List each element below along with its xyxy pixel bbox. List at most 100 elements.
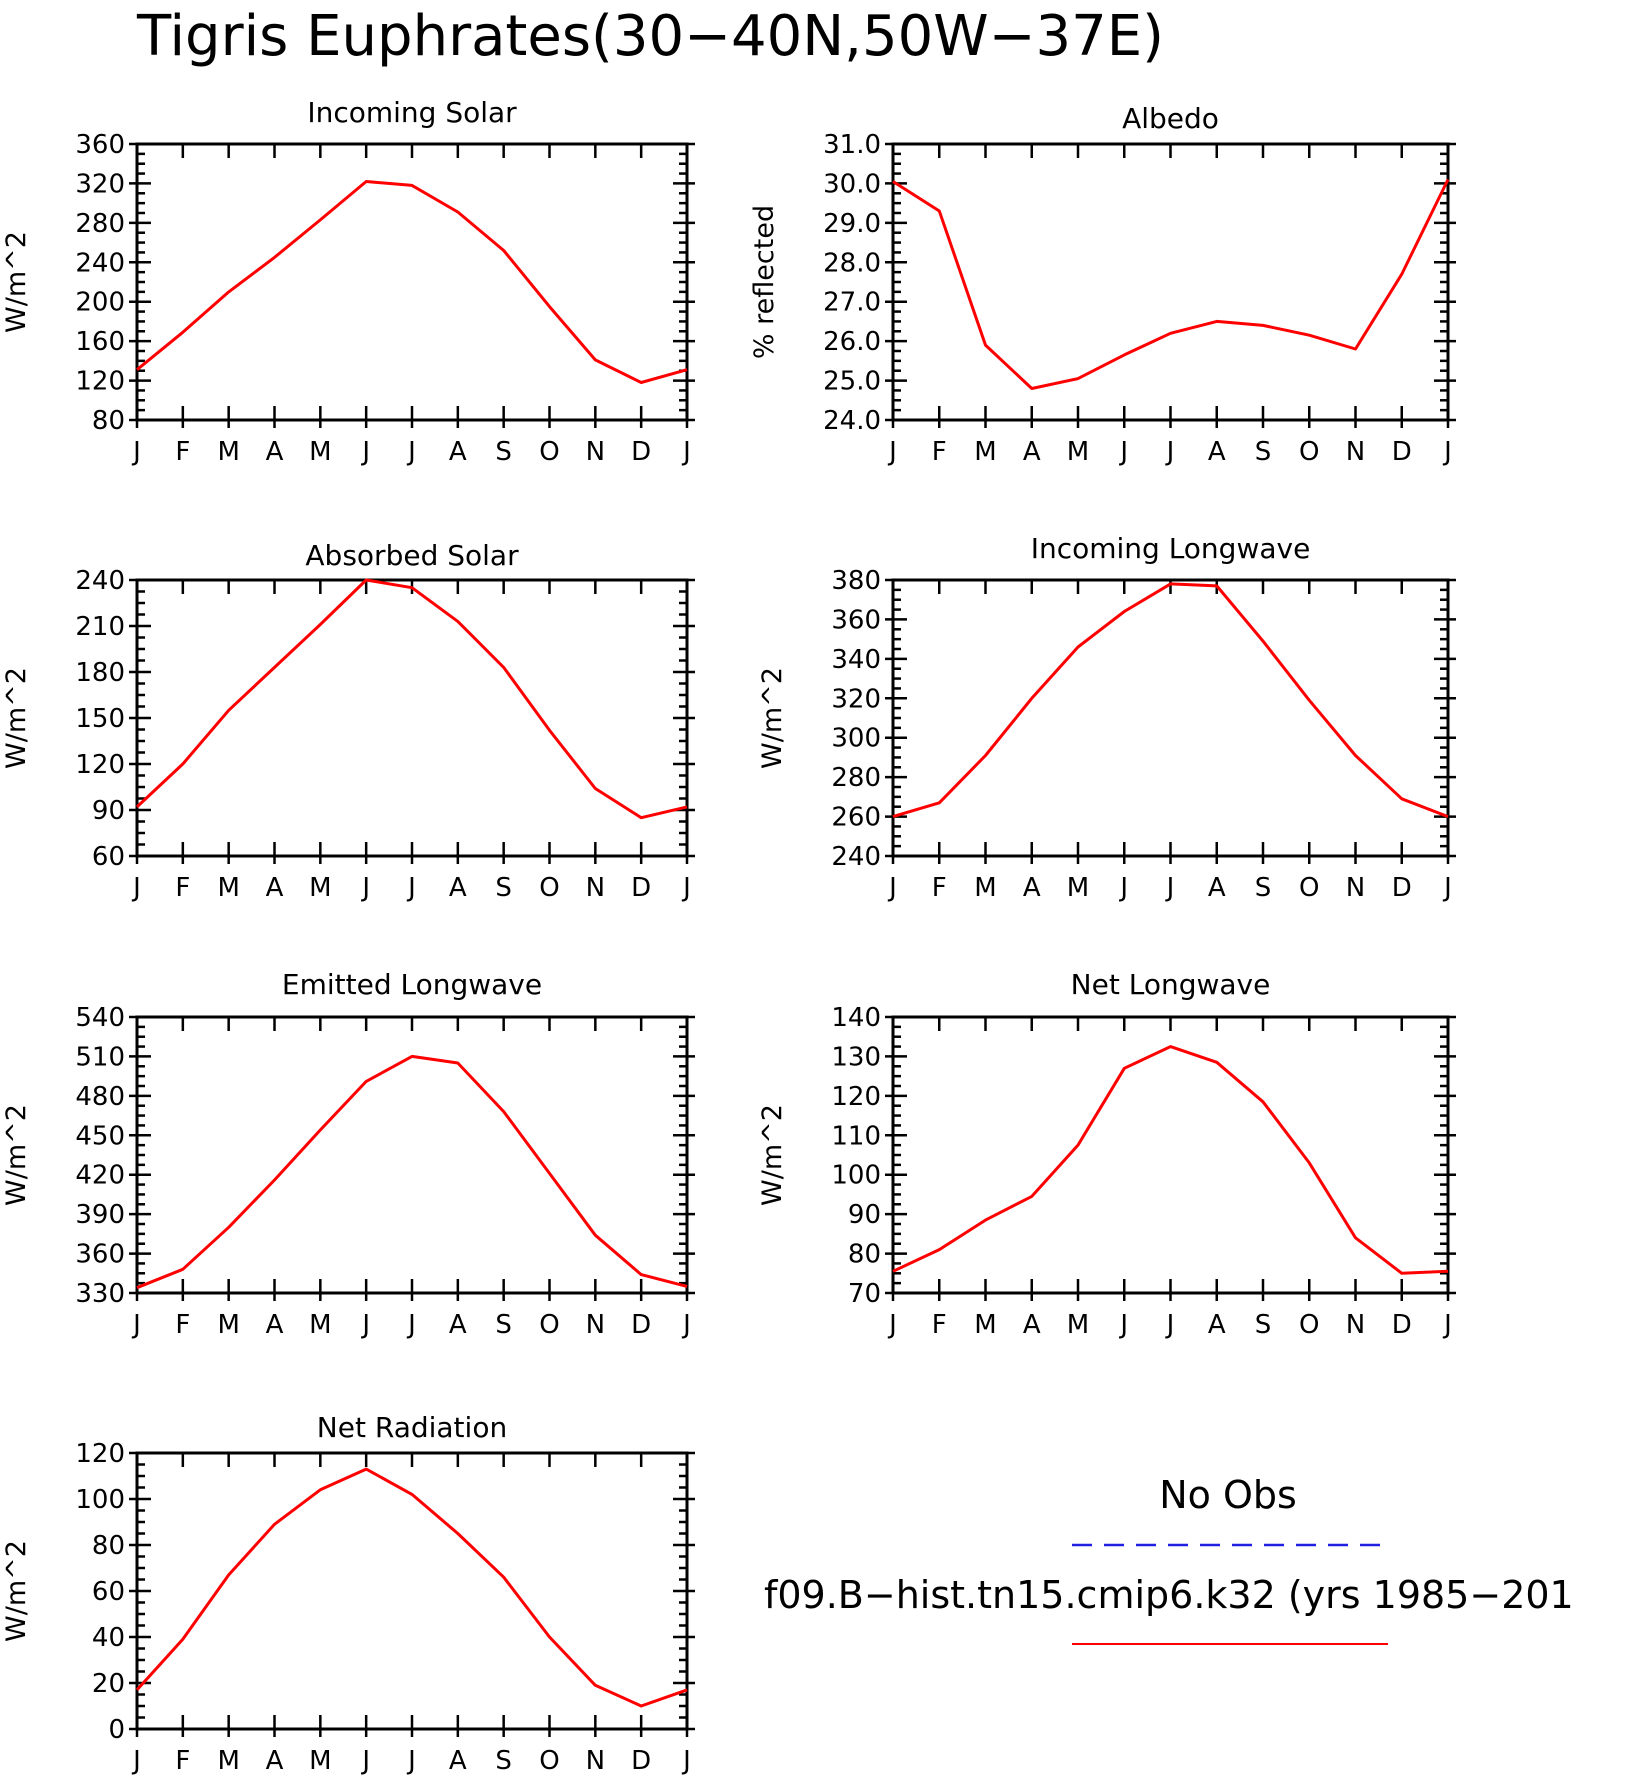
x-tick-label: M [1067, 1310, 1089, 1340]
x-tick-label: O [1299, 873, 1319, 903]
y-tick-label: 24.0 [823, 406, 881, 436]
x-tick-label: M [309, 873, 331, 903]
y-tick-label: 0 [108, 1715, 125, 1745]
y-tick-label: 360 [75, 1240, 125, 1270]
y-tick-label: 100 [75, 1485, 125, 1515]
y-tick-label: 90 [848, 1200, 881, 1230]
x-tick-label: O [539, 1746, 559, 1776]
x-tick-label: A [449, 1310, 467, 1340]
x-tick-label: J [131, 1310, 141, 1340]
y-tick-label: 29.0 [823, 209, 881, 239]
x-tick-label: M [1067, 873, 1089, 903]
x-tick-label: J [1165, 437, 1175, 467]
x-tick-label: J [406, 1746, 416, 1776]
y-tick-label: 80 [92, 1531, 125, 1561]
x-tick-label: J [887, 437, 897, 467]
panel-title: Emitted Longwave [282, 968, 542, 1001]
plot-frame [135, 578, 689, 858]
plot-frame [135, 1015, 689, 1295]
x-tick-label: A [1023, 437, 1041, 467]
x-tick-label: D [631, 1310, 651, 1340]
series-line [135, 1467, 688, 1708]
x-tick-label: M [974, 1310, 996, 1340]
panel-title: Incoming Longwave [1031, 532, 1311, 565]
y-tick-label: 330 [75, 1279, 125, 1309]
x-tick-label: N [586, 1746, 605, 1776]
x-tick-label: J [1118, 437, 1128, 467]
x-tick-label: A [1023, 1310, 1041, 1340]
x-tick-label: D [631, 437, 651, 467]
legend-entry-label: f09.B−hist.tn15.cmip6.k32 (yrs 1985−201 [764, 1573, 1574, 1617]
y-axis-label: % reflected [749, 205, 780, 359]
y-tick-label: 200 [75, 288, 125, 318]
y-tick-label: 180 [75, 658, 125, 688]
y-tick-label: 420 [75, 1161, 125, 1191]
series-line [136, 1054, 688, 1290]
y-tick-label: 260 [831, 803, 881, 833]
x-tick-label: J [1118, 873, 1128, 903]
plot-frame [891, 1015, 1450, 1295]
x-tick-label: M [217, 437, 239, 467]
x-tick-label: S [495, 1310, 512, 1340]
y-tick-label: 140 [831, 1003, 881, 1033]
y-axis-label: W/m^2 [757, 1104, 788, 1206]
y-tick-label: 60 [92, 842, 125, 872]
x-tick-label: F [175, 1310, 190, 1340]
x-tick-label: M [1067, 437, 1089, 467]
x-tick-label: D [1392, 437, 1412, 467]
y-tick-label: 380 [831, 566, 881, 596]
series-line [135, 578, 688, 820]
x-tick-label: J [360, 1746, 370, 1776]
x-tick-label: N [586, 1310, 605, 1340]
y-tick-label: 120 [75, 750, 125, 780]
x-tick-label: N [1346, 873, 1365, 903]
y-tick-label: 40 [92, 1623, 125, 1653]
x-tick-label: N [1346, 1310, 1365, 1340]
legend: No Obs f09.B−hist.tn15.cmip6.k32 (yrs 198… [764, 1473, 1574, 1645]
x-tick-label: J [1165, 1310, 1175, 1340]
x-tick-label: D [631, 873, 651, 903]
y-axis-label: W/m^2 [1, 1104, 32, 1206]
x-tick-label: J [406, 437, 416, 467]
y-tick-label: 240 [75, 566, 125, 596]
x-tick-label: N [1346, 437, 1365, 467]
x-tick-label: A [1023, 873, 1041, 903]
y-tick-label: 120 [75, 367, 125, 397]
x-tick-label: A [1208, 1310, 1226, 1340]
y-tick-label: 110 [831, 1121, 881, 1151]
x-tick-label: D [1392, 1310, 1412, 1340]
x-tick-label: S [495, 437, 512, 467]
y-tick-label: 30.0 [823, 169, 881, 199]
x-tick-label: J [360, 1310, 370, 1340]
x-tick-label: O [539, 1310, 559, 1340]
series-line [892, 178, 1450, 390]
series-line [136, 180, 688, 384]
panel-title: Net Longwave [1071, 968, 1271, 1001]
x-tick-label: J [887, 873, 897, 903]
y-tick-label: 70 [848, 1279, 881, 1309]
y-tick-label: 90 [92, 796, 125, 826]
panel-2: J F M A M J J A S O N D J24.025.026.027.028.029.030.… [749, 102, 1456, 467]
x-tick-label: J [131, 1746, 141, 1776]
x-tick-label: J [406, 873, 416, 903]
x-tick-label: M [974, 873, 996, 903]
x-tick-label: M [309, 1310, 331, 1340]
x-tick-label: J [360, 437, 370, 467]
x-tick-label: J [1165, 873, 1175, 903]
y-tick-label: 240 [75, 248, 125, 278]
x-tick-label: A [449, 437, 467, 467]
x-tick-label: J [1442, 1310, 1452, 1340]
y-tick-label: 360 [831, 605, 881, 635]
panel-1: J F M A M J J A S O N D J80120160200240280320360Inco… [1, 96, 695, 467]
panel-title: Absorbed Solar [305, 539, 519, 572]
x-tick-label: J [406, 1310, 416, 1340]
y-tick-label: 280 [75, 209, 125, 239]
x-tick-label: F [175, 873, 190, 903]
x-tick-label: N [586, 873, 605, 903]
x-tick-label: O [539, 873, 559, 903]
x-tick-label: S [1255, 1310, 1272, 1340]
y-tick-label: 25.0 [823, 367, 881, 397]
y-tick-label: 80 [848, 1240, 881, 1270]
